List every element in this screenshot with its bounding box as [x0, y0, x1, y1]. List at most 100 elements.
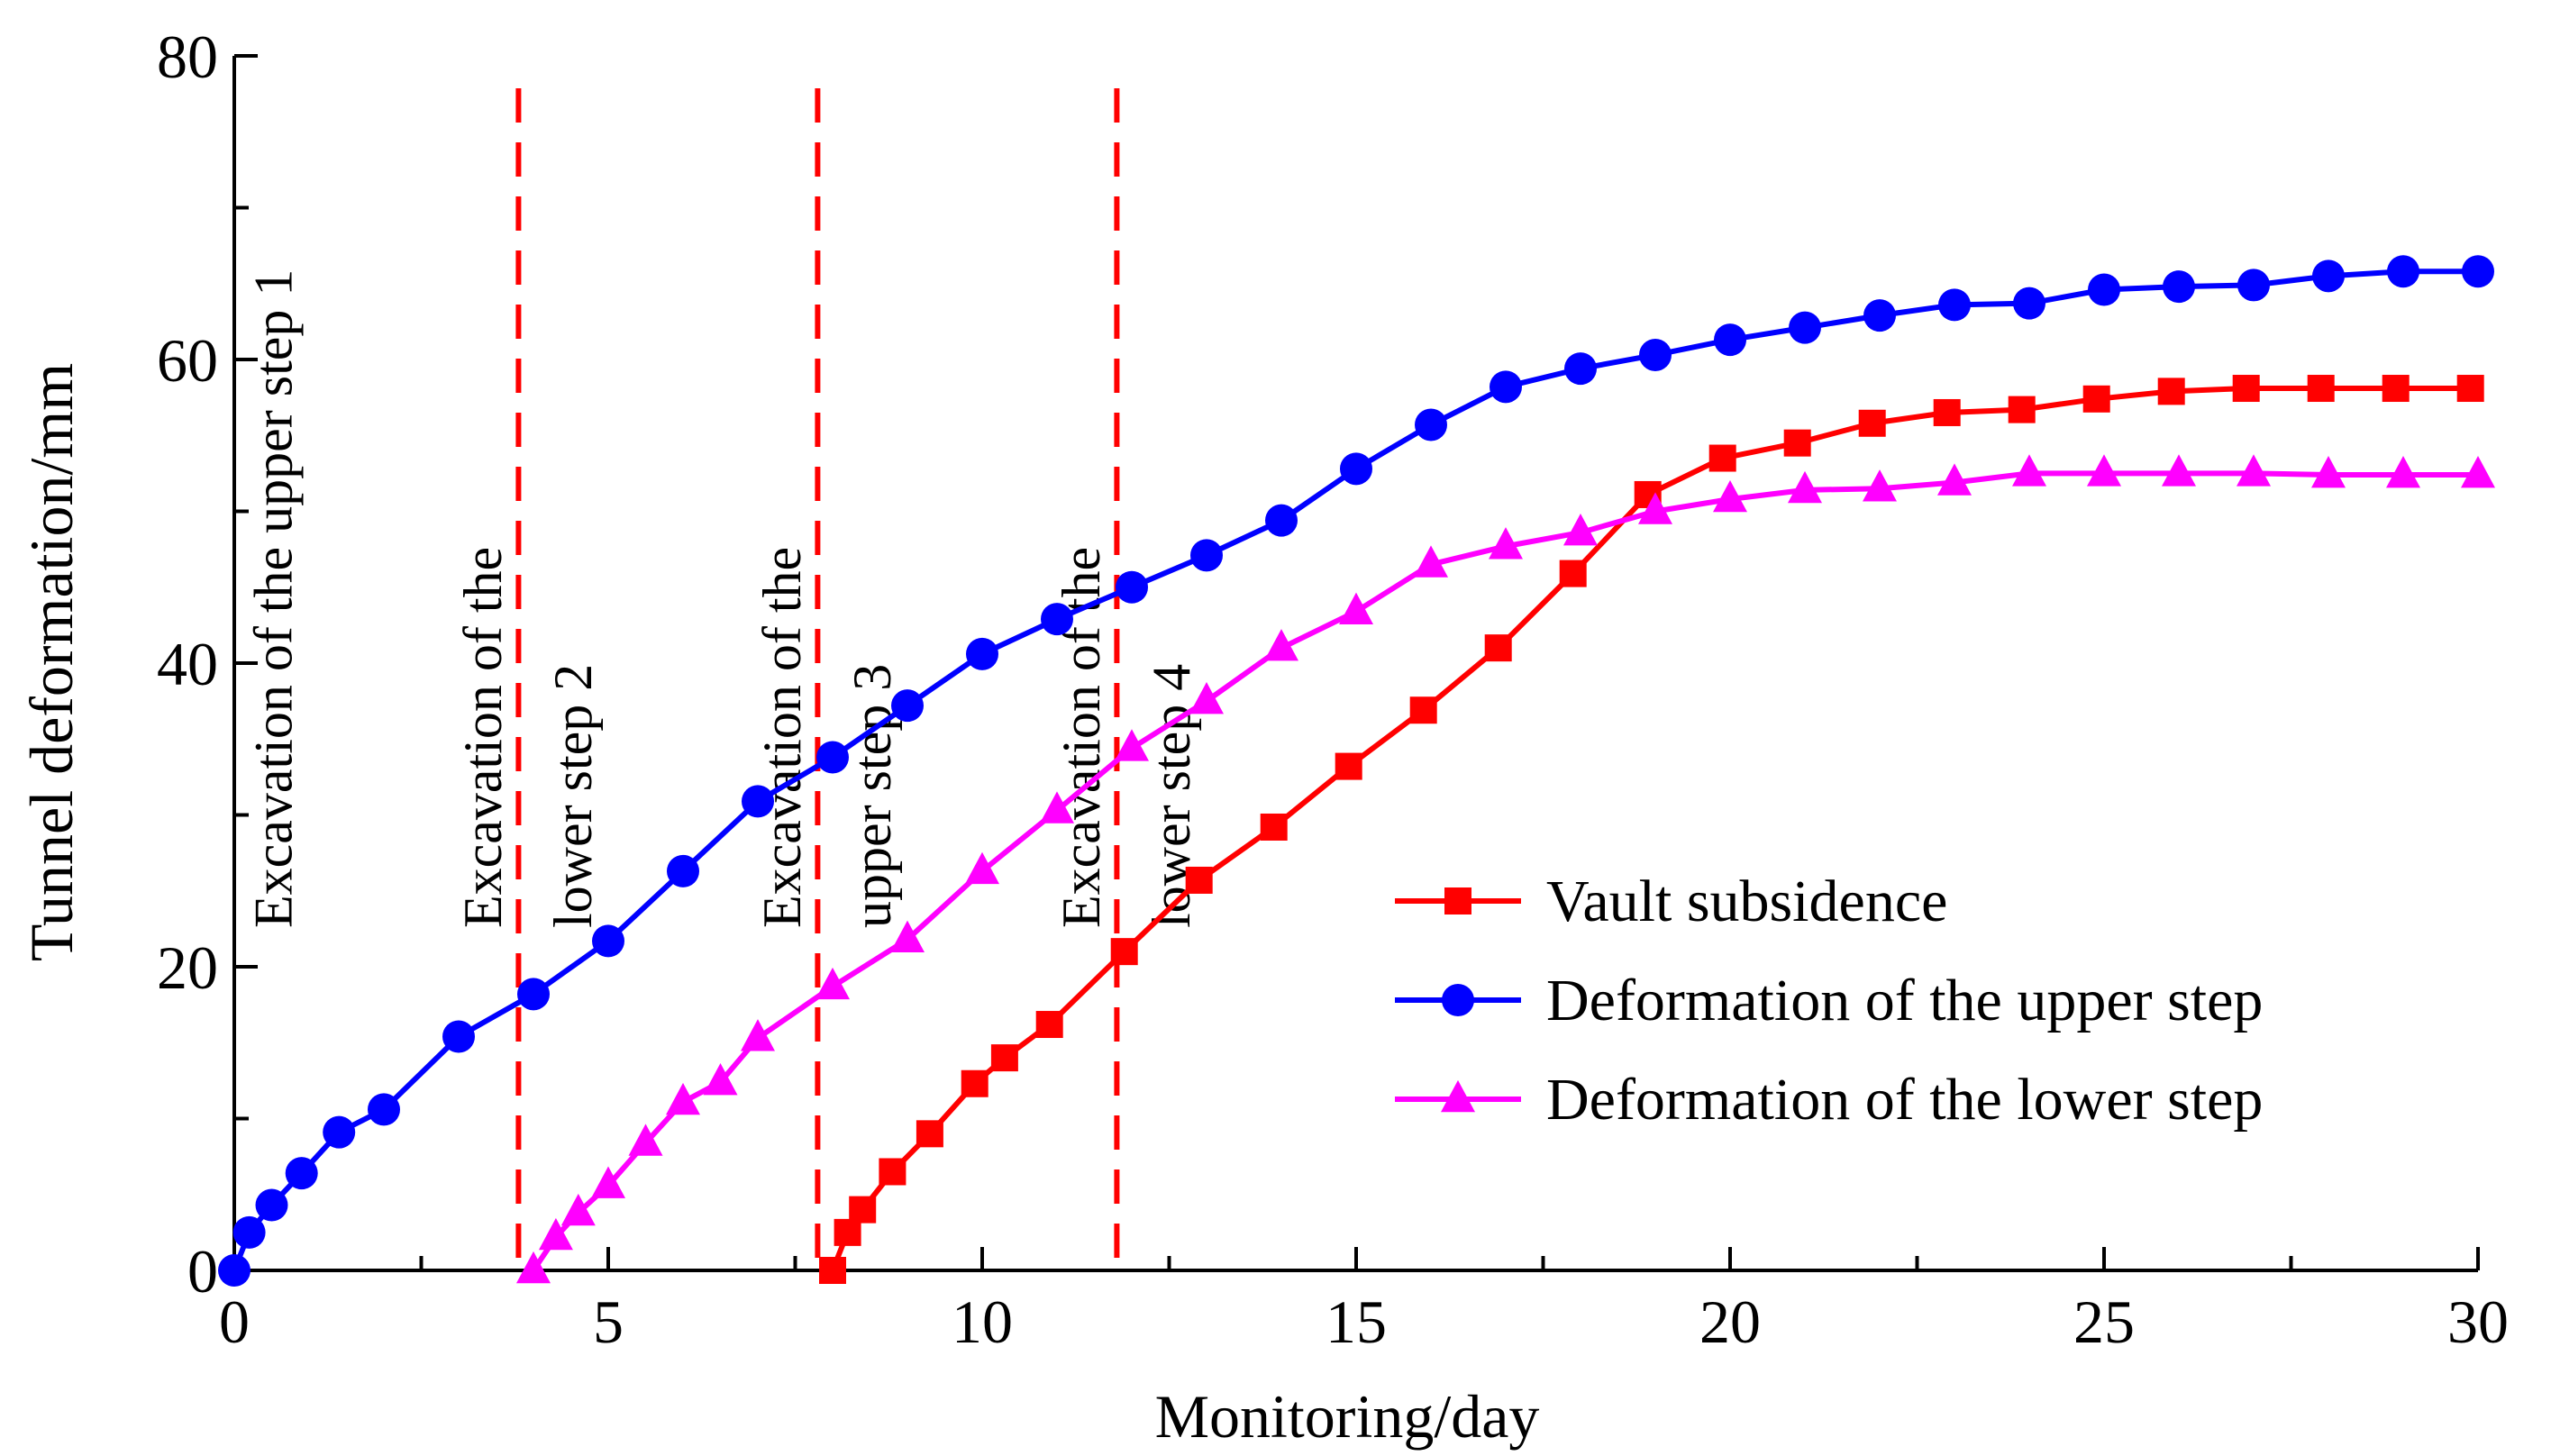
data-point-deformation-of-the-upper-step — [667, 854, 699, 887]
data-point-vault-subsidence — [1484, 634, 1512, 662]
data-point-vault-subsidence — [1409, 696, 1437, 724]
data-point-deformation-of-the-upper-step — [1340, 452, 1372, 486]
y-tick-label: 40 — [157, 630, 218, 698]
data-point-deformation-of-the-lower-step — [1040, 791, 1074, 824]
data-point-deformation-of-the-upper-step — [1789, 311, 1821, 344]
x-tick-label: 0 — [219, 1288, 250, 1356]
data-point-deformation-of-the-upper-step — [1938, 288, 1971, 322]
legend: Vault subsidence Deformation of the upper… — [1395, 869, 2263, 1133]
excavation-annotation: lower step 2 — [543, 664, 603, 928]
data-point-vault-subsidence — [1708, 444, 1736, 472]
data-point-deformation-of-the-upper-step — [1415, 408, 1447, 441]
legend-entry-deformation-of-the-upper-step: Deformation of the upper step — [1395, 968, 2263, 1033]
data-point-vault-subsidence — [834, 1218, 861, 1246]
data-point-deformation-of-the-upper-step — [966, 637, 998, 670]
data-point-vault-subsidence — [2307, 375, 2335, 403]
data-point-deformation-of-the-lower-step — [703, 1062, 738, 1096]
excavation-annotation: Excavation of the upper step 1 — [244, 269, 304, 928]
x-axis-title: Monitoring/day — [1155, 1382, 1540, 1451]
data-point-deformation-of-the-upper-step — [2237, 268, 2270, 302]
data-point-deformation-of-the-lower-step — [2162, 454, 2196, 487]
data-point-deformation-of-the-lower-step — [1414, 545, 1448, 578]
data-point-deformation-of-the-lower-step — [1489, 527, 1523, 560]
data-point-deformation-of-the-upper-step — [517, 978, 550, 1011]
data-point-deformation-of-the-upper-step — [1639, 338, 1672, 371]
data-point-deformation-of-the-lower-step — [1713, 479, 1747, 513]
data-point-deformation-of-the-upper-step — [255, 1188, 288, 1222]
y-tick-label: 20 — [157, 933, 218, 1002]
data-point-vault-subsidence — [961, 1069, 989, 1097]
data-point-deformation-of-the-lower-step — [965, 851, 999, 885]
data-point-vault-subsidence — [1933, 398, 1961, 426]
legend-label: Deformation of the lower step — [1546, 1067, 2263, 1133]
excavation-annotation: Excavation of the — [453, 547, 513, 928]
x-tick-label: 20 — [1699, 1288, 1761, 1356]
x-tick-label: 15 — [1326, 1288, 1387, 1356]
data-point-deformation-of-the-upper-step — [816, 741, 849, 774]
series-deformation-of-the-lower-step — [516, 454, 2495, 1284]
data-point-deformation-of-the-upper-step — [2312, 259, 2345, 293]
data-point-deformation-of-the-upper-step — [1041, 603, 1073, 636]
data-point-vault-subsidence — [1335, 752, 1362, 780]
series-line-deformation-of-the-lower-step — [531, 470, 2478, 1272]
series-deformation-of-the-upper-step — [218, 255, 2494, 1287]
data-point-vault-subsidence — [2456, 375, 2484, 403]
y-axis-title: Tunnel deformation/mm — [17, 363, 86, 961]
series-line-deformation-of-the-upper-step — [232, 268, 2478, 1272]
legend-label: Deformation of the upper step — [1546, 968, 2263, 1033]
data-point-deformation-of-the-lower-step — [560, 1193, 596, 1226]
data-point-vault-subsidence — [2232, 375, 2260, 403]
data-point-deformation-of-the-upper-step — [2088, 273, 2120, 306]
data-point-deformation-of-the-lower-step — [2311, 455, 2346, 488]
y-tick-label: 60 — [157, 326, 218, 395]
data-point-deformation-of-the-lower-step — [1339, 592, 1373, 624]
data-point-deformation-of-the-upper-step — [1714, 323, 1746, 357]
data-point-vault-subsidence — [990, 1044, 1018, 1072]
data-point-deformation-of-the-lower-step — [890, 920, 925, 952]
data-point-deformation-of-the-upper-step — [2462, 255, 2494, 288]
data-point-deformation-of-the-upper-step — [592, 924, 624, 958]
data-point-deformation-of-the-lower-step — [1937, 463, 1972, 496]
data-point-deformation-of-the-lower-step — [516, 1251, 551, 1284]
data-point-deformation-of-the-upper-step — [232, 1215, 266, 1249]
legend-label: Vault subsidence — [1546, 869, 1947, 934]
excavation-annotation: Excavation of the — [752, 547, 812, 928]
data-point-deformation-of-the-lower-step — [591, 1166, 625, 1198]
excavation-annotations: Excavation of the upper step 1 Excavation… — [244, 269, 1202, 928]
legend-swatch-marker — [1444, 887, 1471, 915]
excavation-divider-lines — [515, 88, 1120, 1270]
data-point-deformation-of-the-lower-step — [1264, 629, 1298, 661]
data-point-deformation-of-the-upper-step — [2013, 287, 2045, 320]
data-point-vault-subsidence — [1260, 813, 1288, 841]
data-point-vault-subsidence — [1783, 429, 1811, 457]
data-point-deformation-of-the-lower-step — [815, 967, 850, 1000]
data-point-deformation-of-the-lower-step — [1638, 492, 1672, 524]
series-vault-subsidence — [819, 375, 2484, 1284]
data-point-vault-subsidence — [849, 1196, 877, 1224]
y-tick-label: 0 — [187, 1237, 218, 1306]
data-point-vault-subsidence — [1110, 938, 1138, 966]
data-point-deformation-of-the-upper-step — [1265, 504, 1298, 537]
data-point-deformation-of-the-upper-step — [1490, 370, 1522, 404]
data-point-deformation-of-the-lower-step — [2237, 454, 2271, 487]
data-point-deformation-of-the-upper-step — [742, 785, 774, 818]
data-point-deformation-of-the-lower-step — [1563, 514, 1598, 546]
data-point-deformation-of-the-upper-step — [368, 1093, 400, 1126]
data-point-vault-subsidence — [1185, 866, 1213, 894]
data-point-vault-subsidence — [2157, 378, 2185, 405]
data-point-deformation-of-the-upper-step — [1190, 539, 1223, 572]
data-point-deformation-of-the-lower-step — [2461, 455, 2495, 488]
data-point-deformation-of-the-lower-step — [1189, 682, 1224, 714]
data-point-deformation-of-the-lower-step — [2012, 454, 2046, 487]
data-point-deformation-of-the-upper-step — [285, 1157, 318, 1190]
data-point-deformation-of-the-upper-step — [2163, 270, 2195, 304]
data-point-vault-subsidence — [819, 1257, 846, 1284]
data-point-vault-subsidence — [1559, 560, 1587, 587]
data-point-deformation-of-the-upper-step — [891, 689, 924, 723]
x-tick-label: 10 — [952, 1288, 1013, 1356]
data-point-deformation-of-the-lower-step — [741, 1019, 775, 1051]
data-point-deformation-of-the-lower-step — [2087, 454, 2121, 487]
legend-swatch-marker — [1441, 1079, 1475, 1113]
data-point-deformation-of-the-upper-step — [442, 1020, 475, 1053]
